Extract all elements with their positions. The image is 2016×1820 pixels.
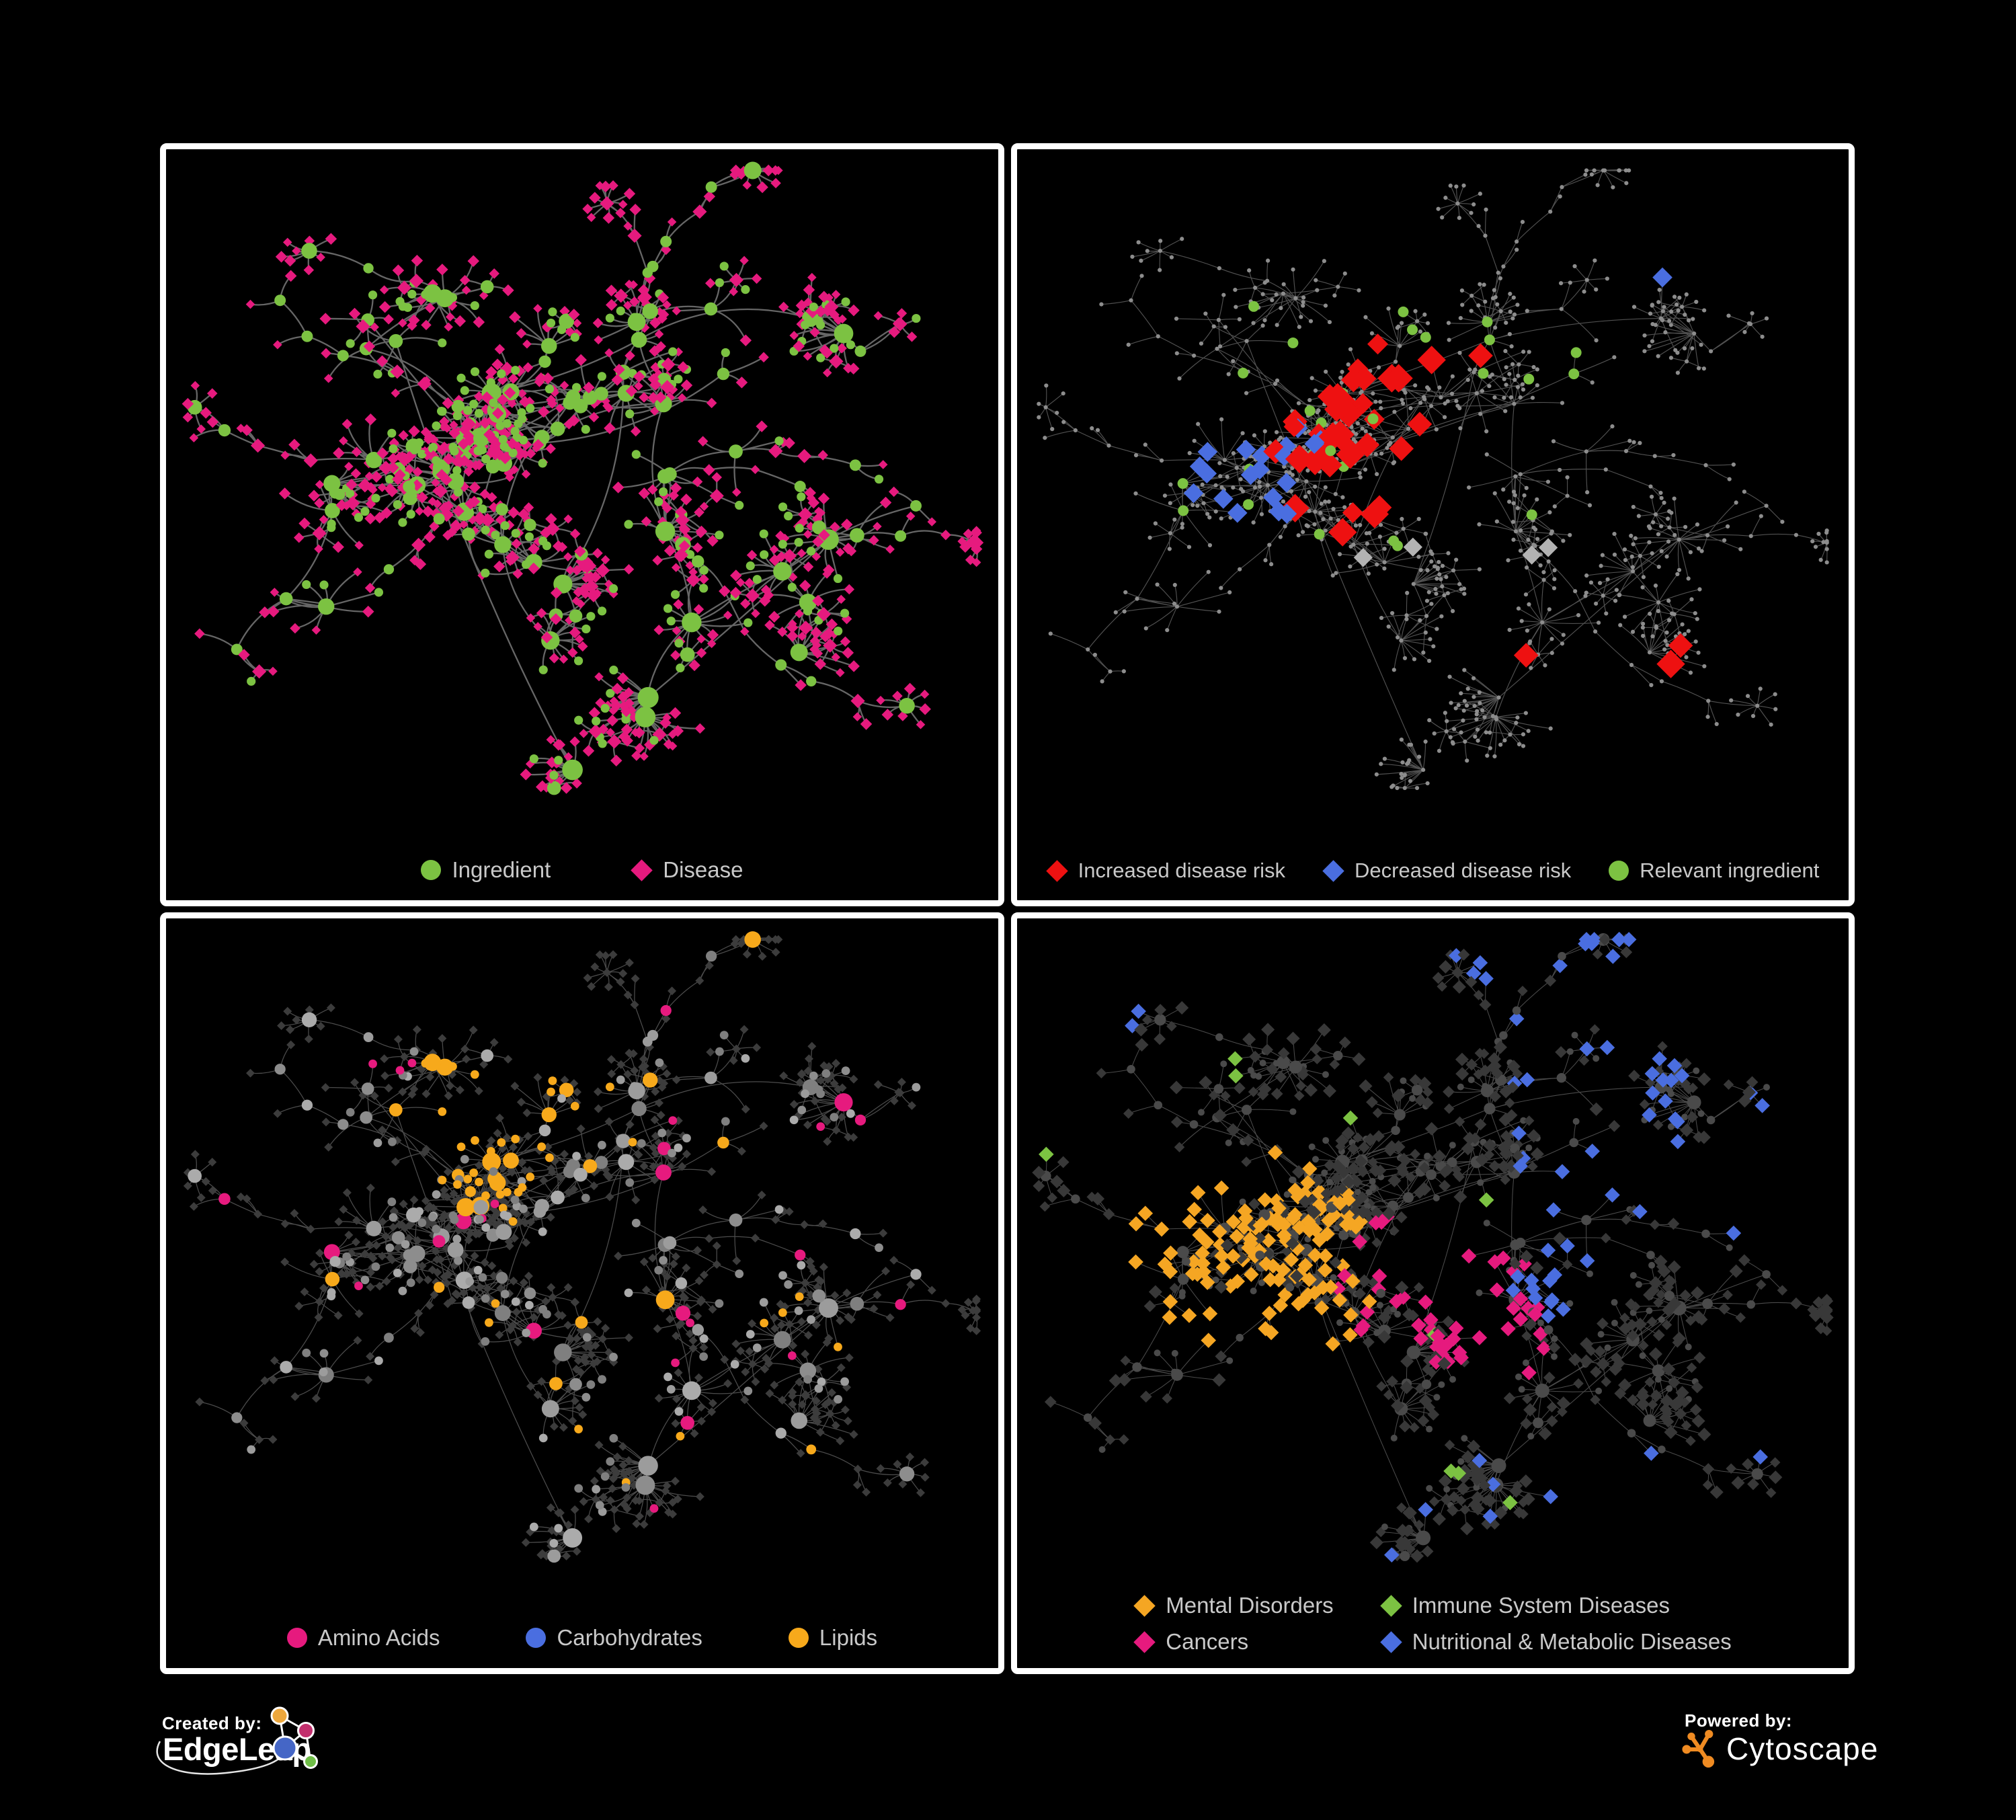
increased-risk-diamond-marker [1045,859,1068,882]
cytoscape-node [1697,1746,1703,1753]
legend-item-relevant-ingredient: Relevant ingredient [1609,859,1819,883]
edgeleap-node-orange [270,1706,289,1725]
nutritional-metabolic-diamond-marker [1379,1630,1402,1653]
cancers-diamond-marker [1133,1630,1156,1653]
legend-item-increased-risk: Increased disease risk [1045,859,1286,883]
mental-disorders-diamond-marker [1133,1594,1156,1617]
legend-item-nutritional-metabolic: Nutritional & Metabolic Diseases [1379,1629,1732,1655]
legend-label-disease: Disease [663,857,743,882]
legend-label-ingredient: Ingredient [452,857,551,882]
edgeleap-node-green [303,1754,318,1769]
legend-item-decreased-risk: Decreased disease risk [1322,859,1572,883]
network-graph-disease-risk [1037,168,1829,791]
panel-nutrient-classes: Amino Acids Carbohydrates Lipids [160,912,1004,1674]
legend-label-relevant-ingredient: Relevant ingredient [1640,859,1820,882]
decreased-risk-diamond-marker [1322,859,1344,882]
legend-label-lipids: Lipids [819,1625,878,1650]
legend-label-carbohydrates: Carbohydrates [557,1625,702,1650]
legend-item-lipids: Lipids [788,1625,878,1651]
legend-item-carbohydrates: Carbohydrates [526,1625,702,1651]
lipids-circle-marker [788,1628,809,1648]
cytoscape-node [1687,1732,1695,1741]
legend-item-amino-acids: Amino Acids [286,1625,440,1651]
cytoscape-node [1682,1745,1691,1754]
immune-diseases-diamond-marker [1379,1594,1402,1617]
network-graph-ingredient-disease [182,161,984,795]
cytoscape-node [1705,1730,1713,1739]
edgeleap-swoosh [156,1741,288,1775]
legend-label-decreased-risk: Decreased disease risk [1355,859,1572,882]
created-by-label: Created by: [162,1713,262,1733]
edgeleap-node-blue [272,1735,298,1761]
legend-item-mental-disorders: Mental Disorders [1133,1593,1334,1618]
disease-diamond-marker [631,859,653,881]
legend-item-disease: Disease [631,857,743,883]
legend-disease-risk: Increased disease risk Decreased disease… [1017,859,1849,883]
legend-item-immune-diseases: Immune System Diseases [1379,1593,1670,1618]
amino-acids-circle-marker [286,1628,307,1648]
edgeleap-node-magenta [297,1722,315,1739]
legend-label-mental-disorders: Mental Disorders [1166,1593,1334,1618]
legend-label-immune-diseases: Immune System Diseases [1412,1593,1670,1618]
carbohydrates-circle-marker [526,1628,547,1648]
legend-label-amino-acids: Amino Acids [317,1625,440,1650]
cytoscape-logo-icon [1682,1730,1715,1768]
cytoscape-node [1702,1755,1715,1768]
network-graph-disease-categories [1032,932,1834,1563]
legend-ingredient-disease: Ingredient Disease [166,857,998,883]
legend-label-increased-risk: Increased disease risk [1078,859,1286,882]
panel-ingredient-disease: Ingredient Disease [160,143,1004,906]
panel-disease-categories: Mental Disorders Immune System Diseases … [1011,912,1855,1674]
relevant-ingredient-circle-marker [1609,861,1629,881]
network-graph-nutrient-classes [183,931,981,1563]
legend-label-nutritional-metabolic: Nutritional & Metabolic Diseases [1412,1629,1732,1654]
legend-item-cancers: Cancers [1133,1629,1249,1655]
ingredient-circle-marker [421,860,442,880]
cytoscape-logo-text: Cytoscape [1726,1731,1879,1766]
legend-nutrient-classes: Amino Acids Carbohydrates Lipids [166,1625,998,1651]
legend-item-ingredient: Ingredient [421,857,551,883]
edgeleap-logo-icon [156,1706,318,1775]
powered-by-label: Powered by: [1685,1710,1793,1731]
legend-label-cancers: Cancers [1166,1629,1249,1654]
panel-disease-risk: Increased disease risk Decreased disease… [1011,143,1855,906]
legend-disease-categories: Mental Disorders Immune System Diseases … [1017,1593,1849,1655]
